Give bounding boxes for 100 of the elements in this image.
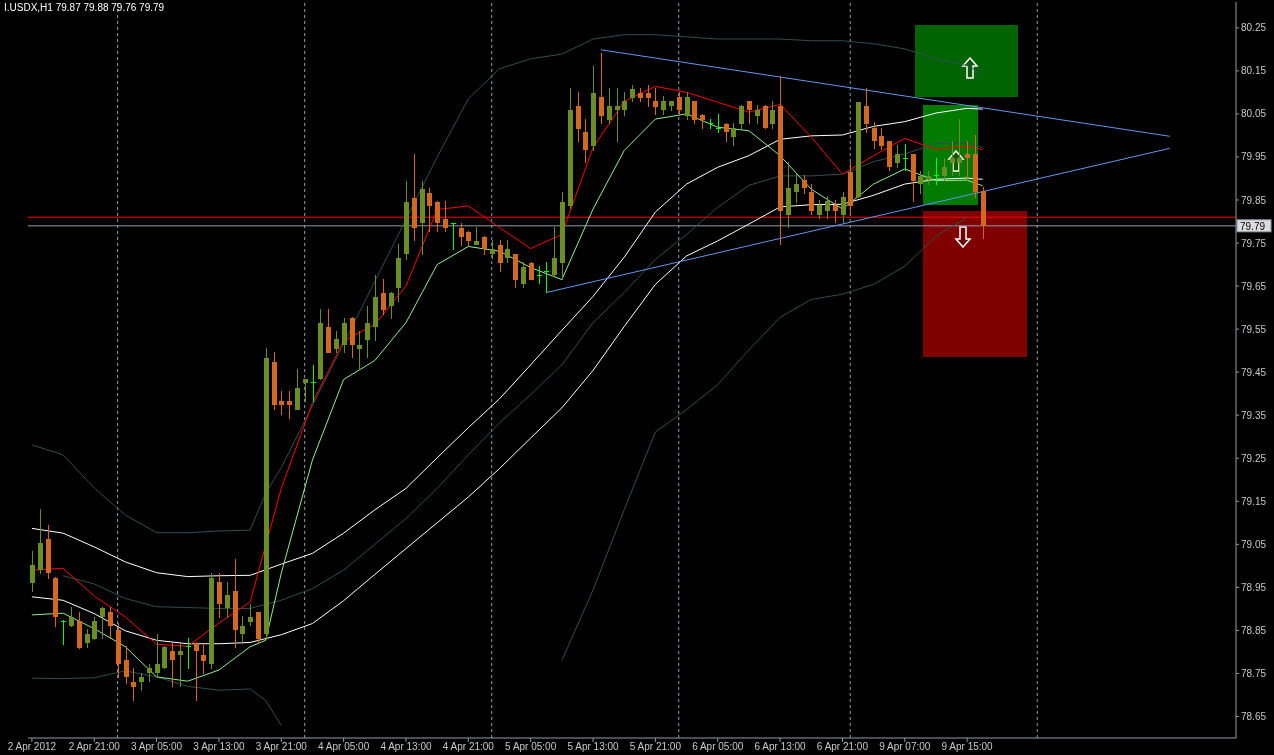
candlestick bbox=[155, 633, 160, 679]
candlestick bbox=[544, 261, 549, 294]
y-tick-label: 78.75 bbox=[1241, 667, 1267, 679]
candlestick bbox=[389, 291, 394, 320]
candlestick bbox=[817, 199, 822, 220]
candlestick bbox=[622, 91, 627, 117]
candlestick bbox=[178, 642, 183, 688]
candlestick bbox=[872, 121, 877, 150]
candlestick bbox=[124, 645, 129, 685]
candlestick bbox=[521, 261, 526, 289]
candlestick bbox=[763, 104, 768, 130]
candlestick bbox=[724, 122, 729, 143]
candlestick bbox=[794, 173, 799, 204]
candlestick bbox=[225, 581, 230, 619]
line-series bbox=[31, 34, 984, 534]
candlestick bbox=[131, 667, 136, 702]
x-tick-label: 4 Apr 05:00 bbox=[318, 741, 370, 752]
candlestick bbox=[435, 200, 440, 233]
candlestick bbox=[653, 87, 658, 116]
line-series bbox=[561, 217, 968, 662]
candlestick bbox=[451, 222, 456, 251]
candlestick bbox=[357, 330, 362, 371]
x-tick-label: 9 Apr 15:00 bbox=[941, 741, 994, 752]
candlestick bbox=[139, 672, 144, 692]
y-tick-label: 79.15 bbox=[1241, 495, 1267, 507]
x-tick-label: 9 Apr 07:00 bbox=[879, 741, 931, 752]
y-tick-label: 79.35 bbox=[1241, 409, 1267, 421]
candlestick bbox=[342, 317, 347, 354]
candlestick bbox=[661, 95, 666, 116]
line-series bbox=[31, 177, 984, 645]
y-tick-label: 79.85 bbox=[1241, 194, 1267, 206]
candlestick bbox=[825, 195, 830, 220]
candlestick bbox=[334, 330, 339, 354]
candlestick bbox=[100, 606, 105, 640]
candlestick bbox=[365, 305, 370, 359]
candlestick bbox=[552, 226, 557, 277]
x-tick-label: 6 Apr 05:00 bbox=[692, 741, 744, 752]
x-tick-label: 5 Apr 05:00 bbox=[505, 741, 557, 752]
candlestick bbox=[576, 91, 581, 143]
candlestick bbox=[895, 144, 900, 169]
candlestick bbox=[685, 91, 690, 121]
candlestick bbox=[716, 113, 721, 134]
y-tick-label: 78.65 bbox=[1241, 711, 1267, 723]
candlestick bbox=[443, 200, 448, 233]
y-tick-label: 79.05 bbox=[1241, 538, 1267, 550]
y-tick-label: 79.75 bbox=[1241, 237, 1267, 249]
x-tick-label: 6 Apr 21:00 bbox=[816, 741, 869, 752]
candlestick bbox=[248, 603, 253, 627]
candlestick bbox=[770, 100, 775, 130]
candlestick bbox=[279, 390, 284, 416]
candlestick bbox=[311, 364, 316, 403]
candlestick bbox=[599, 52, 604, 125]
x-tick-label: 3 Apr 13:00 bbox=[193, 741, 245, 752]
candlestick bbox=[879, 127, 884, 151]
x-tick-label: 2 Apr 2012 bbox=[7, 741, 57, 752]
candlestick bbox=[30, 550, 35, 593]
candlestick bbox=[677, 91, 682, 116]
candlestick bbox=[162, 645, 167, 670]
candlestick bbox=[482, 235, 487, 256]
x-tick-label: 4 Apr 13:00 bbox=[380, 741, 432, 752]
y-tick-label: 80.25 bbox=[1241, 22, 1267, 34]
candlestick bbox=[537, 265, 542, 285]
candlestick bbox=[942, 157, 947, 182]
candlestick bbox=[194, 641, 199, 702]
y-tick-label: 80.15 bbox=[1241, 65, 1267, 77]
candlestick bbox=[903, 143, 908, 172]
candlestick bbox=[731, 122, 736, 147]
line-series bbox=[31, 107, 984, 578]
candlestick bbox=[950, 140, 955, 177]
candlestick bbox=[739, 104, 744, 130]
candlestick bbox=[61, 619, 66, 646]
y-tick-label: 79.45 bbox=[1241, 366, 1267, 378]
candlestick bbox=[170, 642, 175, 688]
candlestick bbox=[957, 118, 962, 177]
candlestick bbox=[459, 222, 464, 247]
line-series bbox=[62, 142, 984, 609]
candlestick bbox=[802, 174, 807, 195]
candlestick bbox=[809, 183, 814, 216]
x-tick-label: 3 Apr 21:00 bbox=[255, 741, 308, 752]
x-tick-label: 5 Apr 21:00 bbox=[629, 741, 682, 752]
candlestick bbox=[934, 157, 939, 186]
candlestick bbox=[295, 368, 300, 411]
ref-line-label: 79.79 bbox=[1240, 220, 1266, 232]
chart-title: I.USDX,H1 79.87 79.88 79.76 79.79 bbox=[4, 2, 165, 13]
candlestick bbox=[69, 606, 74, 628]
candlestick bbox=[92, 616, 97, 641]
candlestick bbox=[607, 87, 612, 125]
x-tick-label: 6 Apr 13:00 bbox=[754, 741, 807, 752]
candlestick bbox=[833, 199, 838, 224]
candlestick bbox=[755, 104, 760, 125]
y-tick-label: 80.05 bbox=[1241, 108, 1267, 120]
candlestick bbox=[427, 187, 432, 233]
candlestick bbox=[490, 239, 495, 260]
candlestick bbox=[864, 87, 869, 134]
candlestick bbox=[108, 606, 113, 640]
candlestick bbox=[498, 239, 503, 273]
candlestick bbox=[646, 84, 651, 108]
candlestick bbox=[965, 140, 970, 182]
x-tick-label: 5 Apr 13:00 bbox=[567, 741, 620, 752]
candlestick bbox=[147, 663, 152, 683]
